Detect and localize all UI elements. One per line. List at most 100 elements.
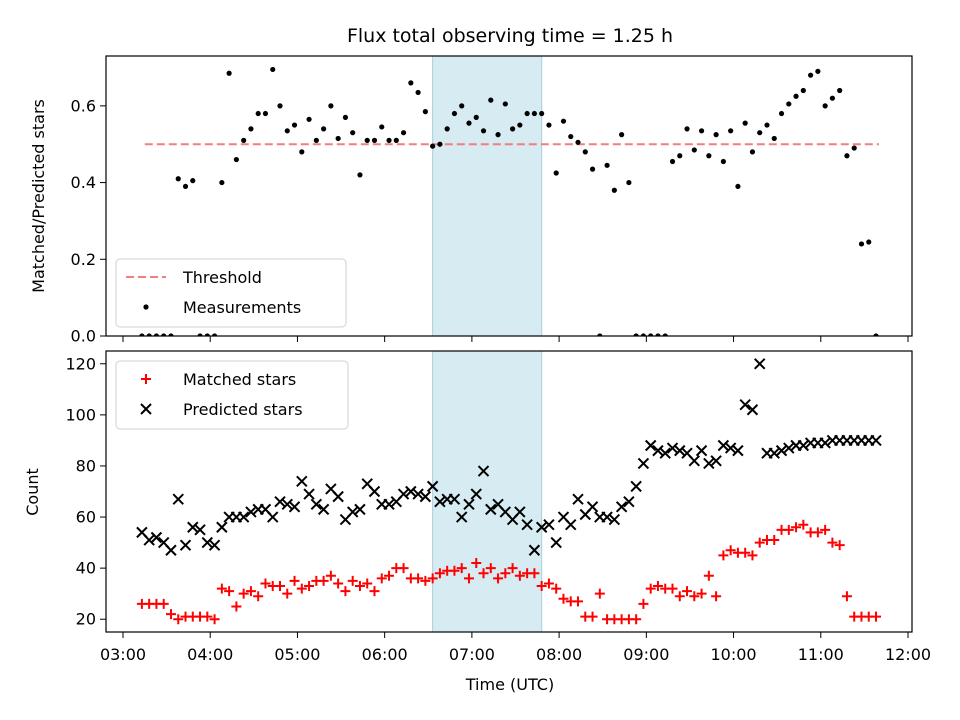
predicted-stars-point [346,506,359,518]
matched-stars-point [325,570,336,581]
measurement-point [582,149,588,155]
predicted-stars-point [448,493,461,505]
x-tick-label: 12:00 [885,645,931,664]
y-tick-label: 0.4 [71,173,96,192]
matched-stars-point [638,598,649,609]
measurement-point [749,149,756,155]
measurement-point [204,333,210,336]
measurement-point [684,126,690,132]
measurement-point [626,179,632,186]
measurement-point [277,103,283,109]
measurement-point [735,183,741,190]
measurement-point [182,183,189,190]
observing-window-span [432,56,542,336]
matched-stars-point [573,596,584,607]
predicted-stars-point [775,444,788,457]
x-tick-label: 03:00 [100,645,146,664]
predicted-stars-point [419,490,432,503]
matched-stars-point [711,591,722,602]
matched-stars-point [696,588,707,599]
matched-stars-point [812,527,823,538]
measurement-point [793,93,799,99]
predicted-stars-point [521,519,533,531]
measurement-point [669,158,676,165]
measurement-point [524,110,530,117]
legend-measurement-swatch [143,304,149,310]
matched-stars-point [296,583,307,594]
top-y-axis-label: Matched/Predicted stars [29,99,48,293]
matched-stars-point [253,591,264,602]
predicted-stars-point [615,501,628,513]
predicted-stars-point [194,524,206,536]
x-tick-label: 06:00 [362,645,408,664]
measurement-point [371,137,378,143]
predicted-stars-point [143,534,155,546]
measurement-point [837,87,843,94]
matched-stars-point [216,583,227,594]
matched-stars-point [282,588,293,599]
matched-stars-point [551,583,562,594]
measurement-point [291,122,298,128]
predicted-stars-point [281,498,293,510]
measurement-point [357,172,363,178]
measurement-point [197,333,203,336]
measurement-point [168,333,174,336]
predicted-stars-point [674,444,686,457]
measurement-point [466,120,472,126]
measurement-point [430,143,436,149]
plot-frame [105,55,913,337]
measurement-point [459,103,465,109]
measurement-point [350,130,356,136]
matched-stars-point [376,573,387,584]
predicted-stars-point [746,404,759,416]
predicted-stars-point [739,398,751,411]
predicted-stars-point [550,536,562,549]
legend-label: Threshold [182,268,262,287]
measurement-point [211,333,218,336]
x-tick-label: 05:00 [274,645,320,664]
matched-stars-point [384,570,395,581]
predicted-stars-point [150,531,163,544]
matched-stars-point [587,611,598,622]
measurement-point [393,137,399,143]
measurement-point [270,66,276,73]
measurement-point [306,116,312,122]
legend-matched-swatch [141,374,151,384]
measurement-point [241,137,247,143]
predicted-stars-point [754,358,766,370]
measurement-point [335,135,341,142]
matched-stars-point [398,563,409,574]
plot-area [139,66,879,336]
matched-stars-point [463,573,474,584]
measurement-point [219,179,225,186]
legend-label: Predicted stars [183,400,303,419]
matched-stars-point [347,575,358,586]
measurement-point [764,122,770,128]
measurement-point [153,333,160,336]
measurement-point [873,333,879,336]
measurement-point [568,133,574,140]
measurement-point [844,153,850,159]
predicted-stars-point [303,488,315,500]
y-tick-label: 120 [65,354,96,373]
matched-stars-point [493,573,504,584]
predicted-stars-point [710,455,722,467]
matched-stars-point [289,575,300,586]
matched-stars-point [747,550,758,561]
matched-stars-point [514,570,525,581]
matched-stars-point [224,586,235,597]
measurement-point [757,130,763,136]
x-tick-label: 04:00 [187,645,233,664]
predicted-stars-point [528,544,541,556]
measurement-point [597,333,603,336]
x-tick-label: 10:00 [711,645,757,664]
matched-stars-point [652,581,663,592]
predicted-stars-point [172,493,184,505]
predicted-stars-point [768,447,780,459]
predicted-stars-point [368,485,381,498]
measurement-point [691,147,697,153]
measurement-point [706,153,712,159]
predicted-stars-point [179,539,192,551]
x-tick-label: 09:00 [623,645,669,664]
measurement-point [786,101,792,107]
